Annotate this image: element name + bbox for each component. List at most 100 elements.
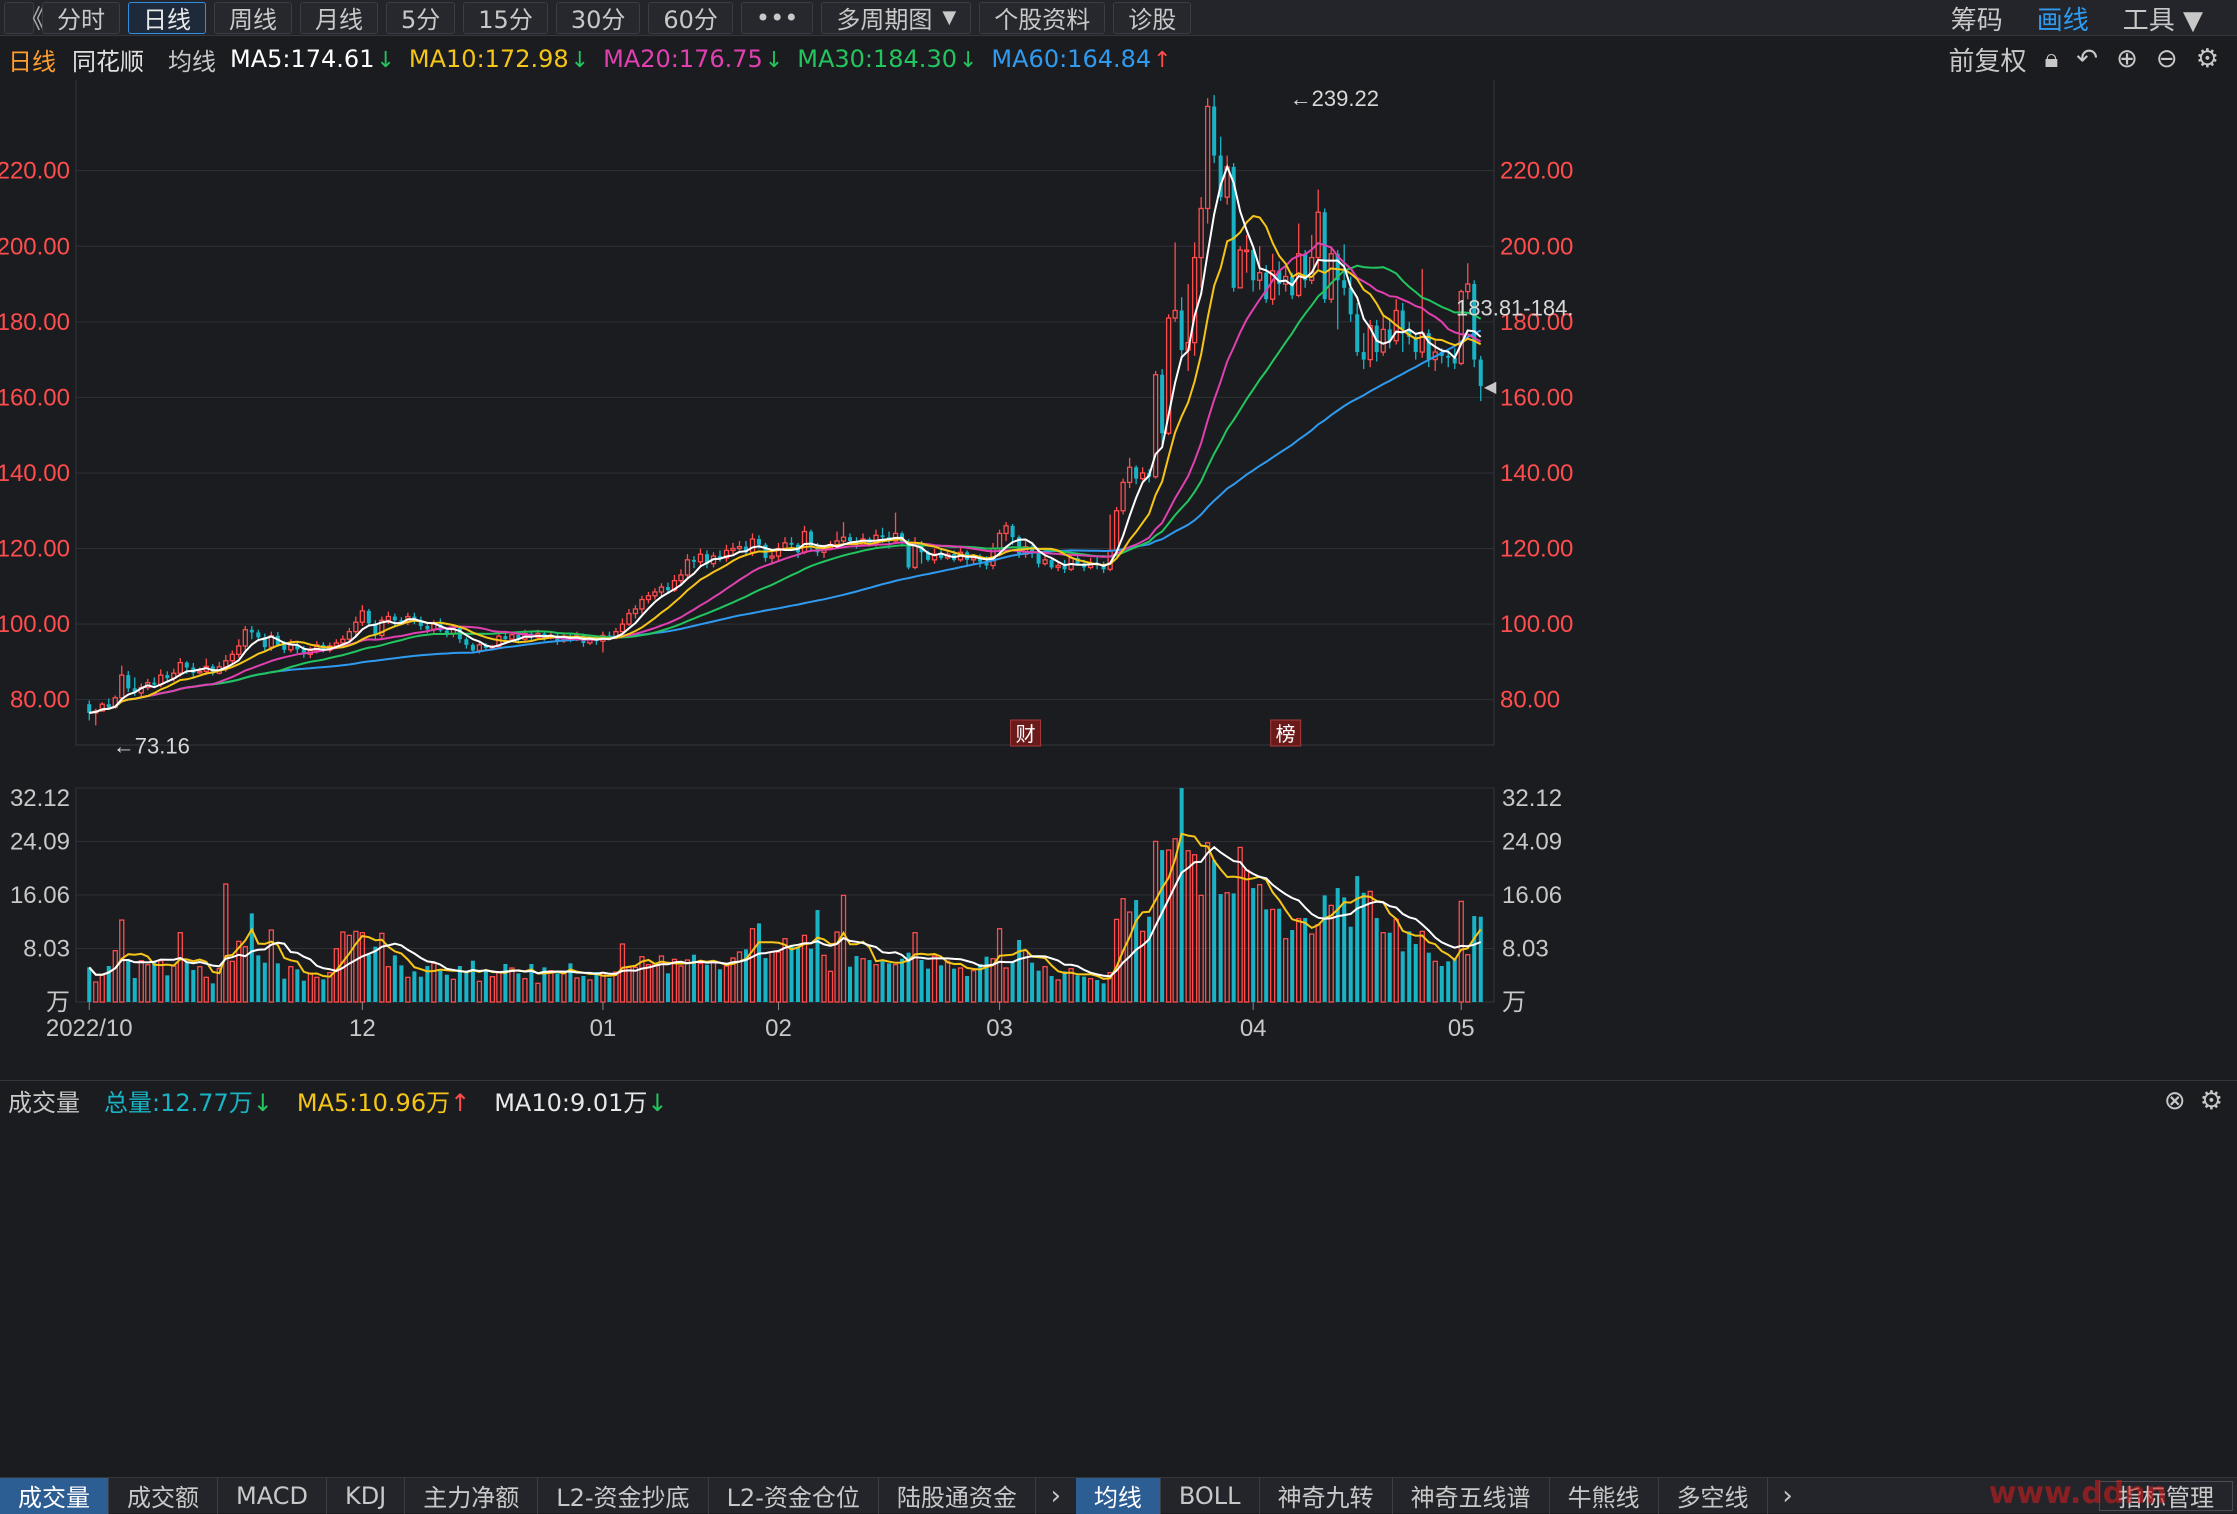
period-button[interactable]: 周线 <box>214 1 292 34</box>
toolbar-item[interactable]: 工具 ▼ <box>2122 5 2203 36</box>
candle-body <box>242 629 248 647</box>
close-icon[interactable]: ⊗ <box>2163 1086 2186 1116</box>
volume-bar <box>496 971 502 1003</box>
overlay-tab[interactable]: 牛熊线 <box>1550 1477 1659 1514</box>
volume-bar <box>1322 895 1327 1002</box>
volume-bar <box>892 964 899 1003</box>
volume-bar <box>450 978 457 1003</box>
volume-bar <box>1277 908 1282 1002</box>
candle-body <box>1134 467 1139 479</box>
price-tick-label: 120.00 <box>1500 536 1573 563</box>
ma-label[interactable]: 均线 <box>168 47 216 76</box>
indicator-tab[interactable]: L2-资金抄底 <box>538 1477 709 1514</box>
volume-bar <box>697 962 704 1003</box>
period-button[interactable]: 分时 <box>42 1 120 34</box>
overlay-tab[interactable]: 多空线 <box>1659 1477 1768 1514</box>
x-tick-label: 01 <box>590 1015 617 1042</box>
indicator-tab[interactable]: KDJ <box>327 1477 406 1514</box>
volume-bar <box>684 959 691 1003</box>
candle-body <box>1342 280 1347 288</box>
indicator-tab[interactable]: 成交量 <box>0 1477 109 1514</box>
overlay-tab[interactable]: 神奇九转 <box>1260 1477 1393 1514</box>
candle-body <box>353 621 359 633</box>
collapse-icon[interactable]: 《 <box>4 1 45 35</box>
chevron-right-icon[interactable]: › <box>1782 1480 1793 1511</box>
volume-bar <box>1446 961 1451 1002</box>
volume-value: 总量:12.77万↓ <box>104 1089 273 1117</box>
price-pane <box>75 80 1495 746</box>
price-annotation: ←239.22 <box>1290 86 1379 111</box>
period-button[interactable]: 月线 <box>300 1 378 34</box>
volume-bar <box>944 960 951 1003</box>
volume-bar <box>965 976 970 1002</box>
volume-bar <box>476 980 483 1003</box>
candle-body <box>978 557 983 562</box>
candle-body <box>1400 310 1405 330</box>
stock-name[interactable]: 同花顺 <box>72 47 144 76</box>
volume-bar <box>723 965 730 1003</box>
overlay-tab[interactable]: 均线 <box>1075 1477 1161 1514</box>
volume-bar <box>919 960 924 1002</box>
indicator-tab[interactable]: MACD <box>218 1477 327 1514</box>
volume-bar <box>489 976 496 1003</box>
volume-bar <box>457 966 462 1002</box>
volume-bar <box>815 910 820 1002</box>
settings-icon[interactable]: ⚙ <box>2199 1086 2223 1116</box>
indicator-manage-button[interactable]: 指标管理 <box>2099 1480 2233 1512</box>
volume-bar <box>268 929 274 1003</box>
candle-body <box>282 644 287 650</box>
indicator-tab[interactable]: 陆股通资金 <box>879 1477 1036 1514</box>
link-button[interactable]: 诊股 <box>1113 1 1192 34</box>
zoom-in-icon[interactable]: ⊕ <box>2116 44 2138 74</box>
candle-body <box>184 662 189 668</box>
volume-bar <box>171 965 177 1003</box>
candle-body <box>1243 249 1250 253</box>
volume-value: MA10:9.01万↓ <box>494 1089 668 1117</box>
zoom-out-icon[interactable]: ⊖ <box>2155 44 2178 74</box>
volume-bar <box>444 974 449 1002</box>
overlay-tab[interactable]: BOLL <box>1161 1477 1260 1514</box>
indicator-tab[interactable]: 主力净额 <box>405 1477 539 1514</box>
period-button[interactable]: 30分 <box>555 1 641 34</box>
toolbar-item[interactable]: 画线 <box>2036 5 2089 36</box>
candle-body <box>509 634 515 640</box>
candle-body <box>464 639 469 645</box>
volume-bar <box>931 955 938 1003</box>
candle-body <box>425 625 430 630</box>
period-button[interactable]: 多周期图 ▼ <box>821 1 972 34</box>
volume-ma10-line <box>88 845 1482 978</box>
toolbar-item[interactable]: 筹码 <box>1950 5 2003 36</box>
period-button[interactable]: 60分 <box>648 1 733 34</box>
period-button[interactable]: 5分 <box>386 1 456 34</box>
indicator-tab[interactable]: 成交额 <box>109 1477 218 1514</box>
volume-bar <box>854 956 859 1002</box>
period-button[interactable]: ••• <box>740 1 814 34</box>
lock-icon[interactable]: 🔒︎ <box>2044 43 2059 74</box>
volume-bar <box>327 972 333 1003</box>
period-button[interactable]: 日线 <box>128 1 206 34</box>
volume-bar <box>126 959 131 1002</box>
candle-body <box>314 644 320 652</box>
volume-bar <box>353 930 359 1003</box>
ma20-line <box>89 241 1482 714</box>
overlay-tab[interactable]: 神奇五线谱 <box>1393 1477 1550 1514</box>
volume-bar <box>827 970 834 1003</box>
volume-bar <box>412 971 417 1002</box>
settings-icon[interactable]: ⚙ <box>2195 44 2219 74</box>
link-button[interactable]: 个股资料 <box>979 1 1106 34</box>
volume-bar <box>652 962 658 1003</box>
volume-label[interactable]: 成交量 <box>8 1089 80 1117</box>
price-annotation: 183.81-184. <box>1456 295 1573 320</box>
volume-bar <box>522 978 528 1003</box>
adjust-mode-label[interactable]: 前复权 <box>1948 46 2027 77</box>
candle-body <box>1113 510 1120 552</box>
price-tick-label: 160.00 <box>0 384 70 411</box>
volume-tick-label: 24.09 <box>10 829 70 856</box>
period-button[interactable]: 15分 <box>463 1 548 34</box>
undo-icon[interactable]: ↶ <box>2076 44 2099 74</box>
chevron-right-icon[interactable]: › <box>1050 1480 1062 1511</box>
kline-chart[interactable]: 220.00 220.00 200.00 200.00 180.00 180.00 160.… <box>0 80 2237 1477</box>
indicator-tabs: 成交量 成交额 MACD KDJ 主力净额 L2-资金抄底 L2-资金仓位 陆股通资金 <box>0 1477 1036 1514</box>
indicator-tab[interactable]: L2-资金仓位 <box>709 1477 879 1514</box>
overlay-tabs: 均线 BOLL 神奇九转 神奇五线谱 牛熊线 多空线 <box>1075 1477 1768 1514</box>
